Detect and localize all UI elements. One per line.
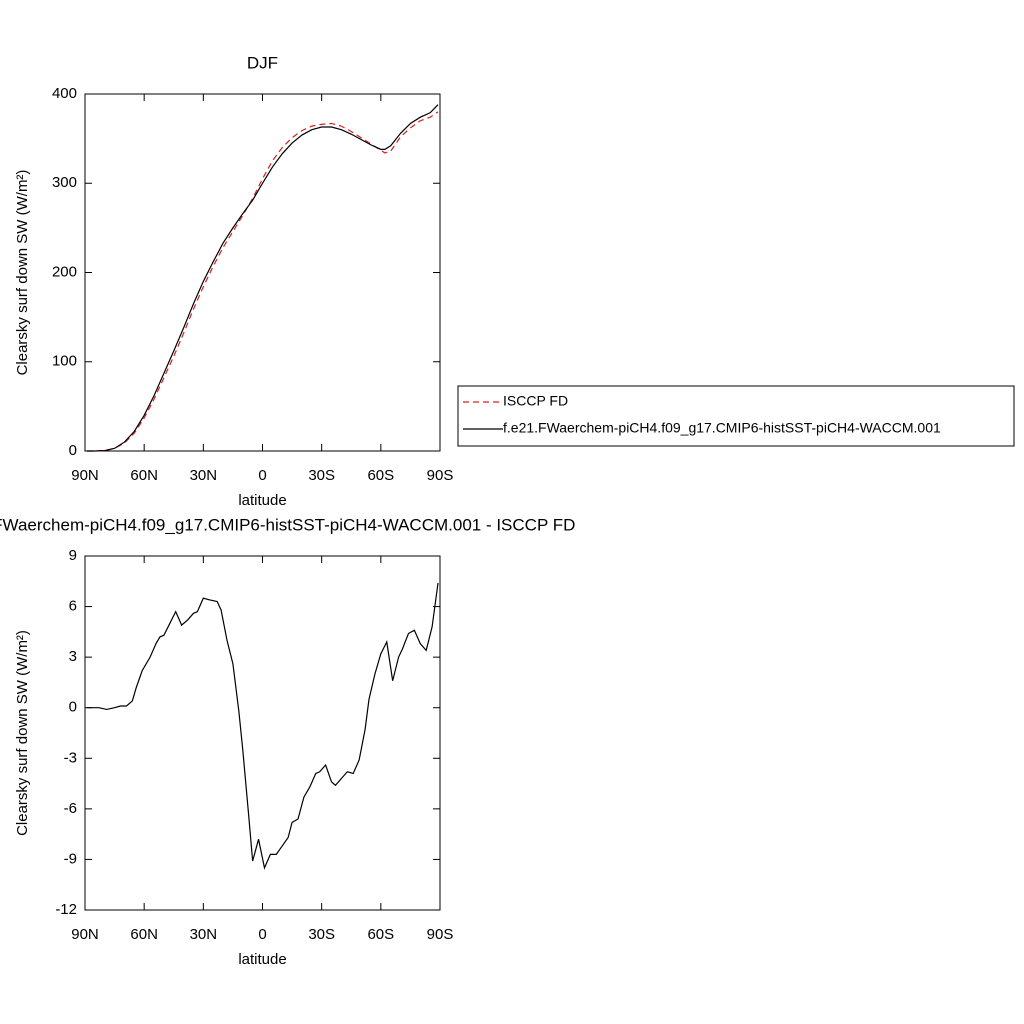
x-axis-label: latitude [238, 492, 286, 509]
x-tick-label: 30N [190, 467, 218, 484]
x-tick-label: 30S [308, 926, 335, 943]
data-line [86, 582, 439, 870]
x-tick-label: 30N [190, 926, 218, 943]
x-tick-label: 90N [71, 467, 99, 484]
y-tick-label: 200 [52, 263, 77, 280]
y-tick-label: -12 [55, 901, 77, 918]
x-tick-label: 60S [367, 467, 394, 484]
x-tick-label: 90S [427, 926, 454, 943]
y-axis-label: Clearsky surf down SW (W/m²) [14, 170, 31, 376]
y-tick-label: 0 [69, 699, 77, 716]
x-tick-label: 60N [130, 467, 158, 484]
legend-box [457, 385, 1015, 447]
x-tick-label: 90S [427, 467, 454, 484]
y-tick-label: 0 [69, 442, 77, 459]
chart-title: DJF [247, 53, 278, 72]
x-axis-label: latitude [238, 951, 286, 968]
legend-label: f.e21.FWaerchem-piCH4.f09_g17.CMIP6-hist… [503, 420, 941, 436]
y-tick-label: 100 [52, 353, 77, 370]
data-line [86, 111, 439, 452]
legend-label: ISCCP FD [503, 393, 568, 409]
y-tick-label: 300 [52, 174, 77, 191]
y-tick-label: 400 [52, 85, 77, 102]
y-tick-label: -3 [64, 749, 77, 766]
y-tick-label: -9 [64, 850, 77, 867]
y-tick-label: 3 [69, 648, 77, 665]
y-tick-label: -6 [64, 800, 77, 817]
data-line [86, 104, 439, 452]
chart-title: f.e21.FWaerchem-piCH4.f09_g17.CMIP6-hist… [0, 515, 575, 534]
y-tick-label: 9 [69, 547, 77, 564]
x-tick-label: 0 [258, 926, 266, 943]
y-tick-label: 6 [69, 598, 77, 615]
x-tick-label: 90N [71, 926, 99, 943]
x-tick-label: 30S [308, 467, 335, 484]
y-axis-label: Clearsky surf down SW (W/m²) [14, 630, 31, 836]
x-tick-label: 0 [258, 467, 266, 484]
x-tick-label: 60N [130, 926, 158, 943]
x-tick-label: 60S [367, 926, 394, 943]
